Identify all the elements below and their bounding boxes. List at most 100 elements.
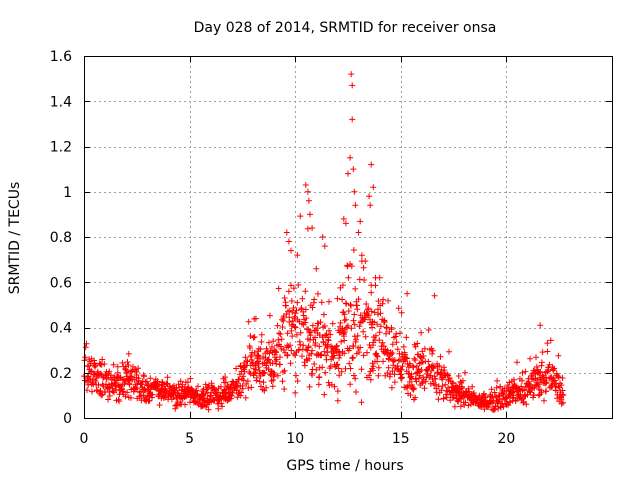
data-point [399,374,406,381]
data-point [341,311,348,318]
data-point [421,345,428,352]
data-point [389,350,396,357]
data-point [374,353,381,360]
data-point [325,337,332,344]
data-point [289,309,296,315]
data-point [315,290,321,297]
data-point [519,369,526,376]
data-point [348,302,354,309]
data-point [398,309,405,316]
data-point [365,305,372,312]
data-point [273,349,280,356]
data-point [303,315,310,322]
data-point [307,211,313,218]
data-point [305,197,312,204]
data-point [130,363,136,370]
data-point [422,378,429,385]
data-point [288,347,295,354]
data-point [535,381,542,388]
data-point [558,400,565,407]
data-point [177,378,184,385]
data-point [373,352,380,359]
data-point [266,356,272,363]
data-point [281,295,288,301]
data-point [114,363,121,370]
data-point [288,298,295,304]
data-point [339,282,346,289]
data-point [459,384,465,391]
data-point [366,193,373,200]
data-point [388,324,395,331]
data-point [205,406,212,413]
data-point [360,264,367,271]
data-point [287,360,294,367]
data-point [552,377,558,384]
data-point [367,376,374,383]
data-point [543,388,550,395]
data-point [384,370,391,376]
data-point [116,398,123,405]
data-point [266,350,273,357]
data-point [82,354,89,361]
data-point [322,369,329,376]
data-point [406,378,413,385]
data-point [432,376,439,382]
data-point [364,349,370,356]
data-point [418,380,425,387]
y-tick-label: 1 [63,185,72,201]
data-point [258,383,264,390]
data-point [435,396,442,403]
data-point [389,368,396,374]
data-point [427,380,434,387]
data-point [350,247,357,253]
data-point [469,383,476,390]
data-point [289,333,296,340]
data-point [357,218,364,225]
data-point [412,357,419,364]
data-point [541,397,547,404]
data-point [372,282,379,289]
data-point [300,342,307,349]
data-point [394,346,401,353]
data-point [279,324,286,330]
data-point [429,350,436,357]
data-point [385,297,392,304]
data-point [376,329,383,336]
data-point [488,386,495,393]
data-point [156,402,163,408]
data-point [286,319,293,325]
data-point [552,387,559,394]
data-point [380,296,387,303]
data-point [245,385,252,391]
data-point [105,396,112,403]
data-point [184,379,191,386]
data-point [394,363,401,369]
data-point [321,243,328,250]
data-point [82,344,89,351]
data-point [293,331,300,338]
data-point [229,389,236,396]
data-point [113,386,120,393]
data-point [459,377,466,384]
data-point [245,318,252,325]
data-point [345,274,352,281]
data-point [135,365,142,372]
data-point [290,285,297,292]
data-point [278,336,285,343]
data-point [358,399,365,406]
scatter-points [81,71,567,414]
data-point [367,202,374,209]
data-point [304,188,311,195]
data-point [353,336,359,343]
data-point [275,285,282,292]
data-point [319,234,326,240]
data-point [356,349,362,356]
data-point [457,403,464,410]
data-point [445,384,452,391]
data-point [101,361,108,367]
data-point [349,82,356,89]
data-point [355,296,362,303]
data-point [313,366,320,373]
data-point [276,330,283,337]
data-point [390,358,397,365]
